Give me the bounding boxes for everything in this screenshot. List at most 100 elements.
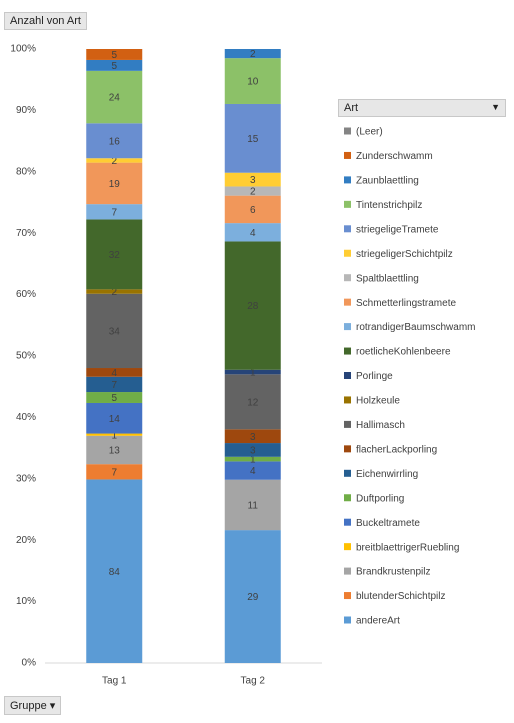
y-tick-label: 40% xyxy=(16,412,36,423)
data-label: 84 xyxy=(109,567,121,578)
dropdown-arrow: ▼ xyxy=(491,102,500,112)
data-label: 2 xyxy=(250,49,256,60)
data-label: 1 xyxy=(250,455,256,466)
data-label: 11 xyxy=(248,501,259,512)
bar-segment xyxy=(224,241,281,370)
data-label: 12 xyxy=(247,397,259,408)
legend-label: roetlicheKohlenbeere xyxy=(356,347,451,358)
legend-swatch xyxy=(344,274,351,282)
y-tick-label: 20% xyxy=(16,535,36,546)
data-label: 5 xyxy=(111,393,117,404)
data-label: 19 xyxy=(109,179,121,190)
legend-label: Tintenstrichpilz xyxy=(356,200,422,211)
data-label: 16 xyxy=(109,136,121,147)
legend-label: Buckeltramete xyxy=(356,518,420,529)
legend-swatch xyxy=(344,445,351,453)
legend-swatch xyxy=(344,298,351,306)
bar-segment xyxy=(86,59,143,71)
bar-segment xyxy=(224,195,281,224)
legend-label: Schmetterlingstramete xyxy=(356,298,456,309)
legend-label: Porlinge xyxy=(356,371,393,382)
data-label: 4 xyxy=(250,466,256,477)
legend-label: rotrandigerBaumschwamm xyxy=(356,322,476,333)
y-tick-label: 70% xyxy=(16,228,36,239)
bar-segment xyxy=(224,443,281,457)
bar-segment xyxy=(224,186,281,196)
legend-swatch xyxy=(344,323,351,331)
legend-label: (Leer) xyxy=(356,127,383,138)
legend-swatch xyxy=(344,494,351,502)
legend-label: Spaltblaettling xyxy=(356,273,419,284)
legend-label: Holzkeule xyxy=(356,396,400,407)
legend-label: Zaunblaettling xyxy=(356,176,419,187)
data-label: 15 xyxy=(247,134,259,145)
legend-swatch xyxy=(344,127,351,135)
data-label: 6 xyxy=(250,205,256,216)
legend-label: Eichenwirrling xyxy=(356,469,418,480)
legend-swatch xyxy=(344,543,351,551)
data-label: 13 xyxy=(109,446,121,457)
bar-segment xyxy=(86,123,143,159)
y-tick-label: 80% xyxy=(16,166,36,177)
bar-segment xyxy=(86,464,143,480)
legend-swatch xyxy=(344,616,351,624)
bar-segment xyxy=(86,158,143,163)
bar-segment xyxy=(86,402,143,434)
y-tick-label: 90% xyxy=(16,105,36,116)
bar-segment xyxy=(224,461,281,480)
value-field-button[interactable]: Anzahl von Art xyxy=(4,12,87,30)
legend-swatch xyxy=(344,249,351,257)
data-label: 1 xyxy=(250,368,256,379)
bar-segment xyxy=(86,289,143,294)
legend-swatch xyxy=(344,420,351,428)
legend-label: Zunderschwamm xyxy=(356,151,433,162)
legend-label: andereArt xyxy=(356,616,400,627)
legend-label: flacherLackporling xyxy=(356,444,437,455)
data-label: 28 xyxy=(247,301,259,312)
legend-swatch xyxy=(344,567,351,575)
legend-swatch xyxy=(344,469,351,477)
y-tick-label: 100% xyxy=(10,44,36,55)
bar-segment xyxy=(224,172,281,187)
data-label: 2 xyxy=(250,187,256,198)
data-label: 2 xyxy=(111,287,117,298)
data-label: 29 xyxy=(247,592,259,603)
axis-field-button[interactable]: Gruppe ▾ xyxy=(4,696,62,715)
data-label: 14 xyxy=(109,414,121,425)
data-label: 24 xyxy=(109,93,121,104)
legend-swatch xyxy=(344,200,351,208)
bar-segment xyxy=(86,392,143,403)
data-label: 3 xyxy=(250,432,256,443)
legend-field-button[interactable]: Art ▼ xyxy=(338,99,506,117)
data-label: 32 xyxy=(109,250,121,261)
legend-label: Brandkrustenpilz xyxy=(356,567,430,578)
bar-segment xyxy=(86,435,143,465)
legend-label: striegeligeTramete xyxy=(356,224,439,235)
legend-label: Duftporling xyxy=(356,493,404,504)
y-tick-label: 10% xyxy=(16,596,36,607)
legend-swatch xyxy=(344,225,351,233)
bar-segment xyxy=(224,456,281,462)
bar-segment xyxy=(86,293,143,369)
y-tick-label: 60% xyxy=(16,289,36,300)
bar-segment xyxy=(86,479,143,663)
bar-segment xyxy=(224,429,281,444)
data-label: 4 xyxy=(250,228,256,239)
data-label: 3 xyxy=(250,175,256,186)
data-label: 2 xyxy=(111,156,117,167)
y-tick-label: 50% xyxy=(16,351,36,362)
data-label: 34 xyxy=(109,327,121,338)
legend-swatch xyxy=(344,372,351,379)
data-label: 4 xyxy=(111,368,117,379)
legend-label: striegeligerSchichtpilz xyxy=(356,249,453,260)
bar-segment xyxy=(224,530,281,663)
bar-segment xyxy=(86,49,143,60)
x-tick-label: Tag 1 xyxy=(102,676,127,687)
legend-swatch xyxy=(344,396,351,404)
legend-label: breitblaettrigerRuebling xyxy=(356,542,459,553)
y-tick-label: 0% xyxy=(22,658,37,669)
bar-segment xyxy=(224,103,281,173)
bar-segment xyxy=(224,49,281,59)
legend-swatch xyxy=(344,151,351,159)
data-label: 7 xyxy=(111,380,117,391)
